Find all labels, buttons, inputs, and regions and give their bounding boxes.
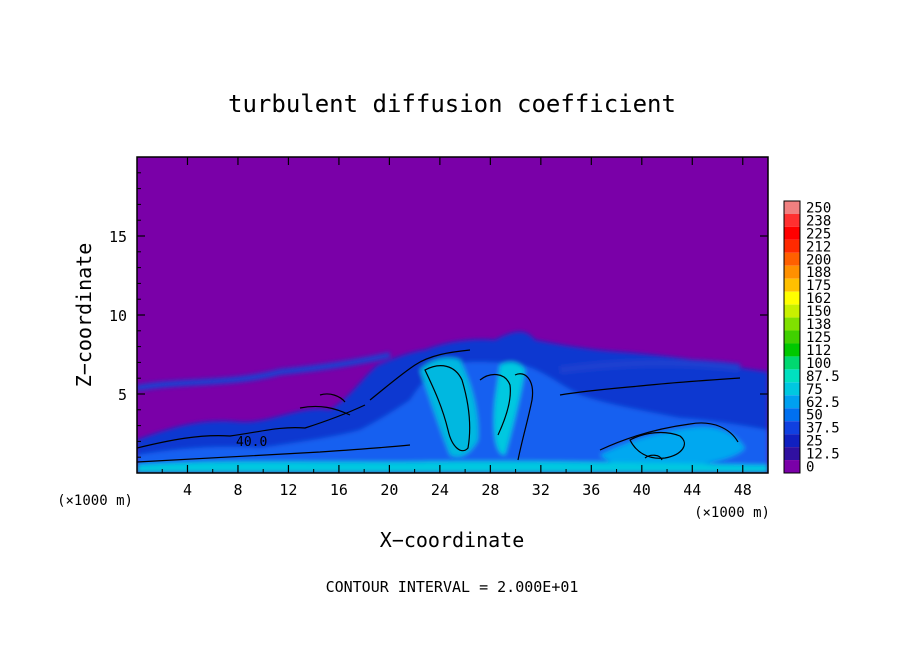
x-tick-label: 24 xyxy=(431,481,449,499)
colorbar-label: 125 xyxy=(806,330,831,346)
colorbar-label: 100 xyxy=(806,356,831,372)
colorbar-frame xyxy=(783,200,801,474)
y-tick-label: 5 xyxy=(118,386,127,404)
colorbar-swatch xyxy=(784,460,800,473)
colorbar-label: 200 xyxy=(806,252,831,268)
colorbar-label: 75 xyxy=(806,382,823,398)
colorbar-swatch xyxy=(784,395,800,409)
colorbar-swatch xyxy=(784,252,800,266)
y-tick-label: 15 xyxy=(109,228,127,246)
x-tick-label: 12 xyxy=(279,481,297,499)
colorbar-swatch xyxy=(784,369,800,383)
colorbar-label: 25 xyxy=(806,434,823,450)
colorbar-swatch xyxy=(784,213,800,227)
colorbar-label: 12.5 xyxy=(806,447,840,463)
colorbar-swatch xyxy=(784,201,800,214)
colorbar-swatch xyxy=(784,356,800,370)
colorbar-label: 87.5 xyxy=(806,369,840,385)
colorbar-label: 188 xyxy=(806,265,831,281)
colorbar-label: 225 xyxy=(806,226,831,242)
colorbar-label: 212 xyxy=(806,239,831,255)
colorbar-label: 0 xyxy=(806,460,814,476)
colorbar-label: 112 xyxy=(806,343,831,359)
colorbar-swatch xyxy=(784,408,800,422)
colorbar-swatch xyxy=(784,343,800,357)
colorbar-label: 62.5 xyxy=(806,395,840,411)
x-tick-label: 16 xyxy=(330,481,348,499)
colorbar-label: 138 xyxy=(806,317,831,333)
colorbar-swatch xyxy=(784,304,800,318)
colorbar-label: 175 xyxy=(806,278,831,294)
x-tick-label: 36 xyxy=(582,481,600,499)
colorbar: 2502382252122001881751621501381251121008… xyxy=(783,200,840,476)
contour-interval-footer: CONTOUR INTERVAL = 2.000E+01 xyxy=(326,578,579,596)
y-tick-label: 10 xyxy=(109,307,127,325)
x-unit-right: (×1000 m) xyxy=(694,505,770,521)
x-tick-label: 40 xyxy=(633,481,651,499)
colorbar-swatch xyxy=(784,278,800,292)
x-axis-label: X−coordinate xyxy=(380,528,525,552)
y-axis: 5 10 15 xyxy=(109,172,768,458)
x-tick-label: 28 xyxy=(481,481,499,499)
colorbar-label: 250 xyxy=(806,200,831,216)
colorbar-swatch xyxy=(784,291,800,305)
colorbar-label: 50 xyxy=(806,408,823,424)
colorbar-swatch xyxy=(784,317,800,331)
colorbar-label: 37.5 xyxy=(806,421,840,437)
colorbar-label: 150 xyxy=(806,304,831,320)
colorbar-swatch xyxy=(784,421,800,435)
x-tick-label: 20 xyxy=(380,481,398,499)
colorbar-swatch xyxy=(784,239,800,253)
colorbar-swatch xyxy=(784,330,800,344)
colorbar-label: 162 xyxy=(806,291,831,307)
colorbar-swatch xyxy=(784,434,800,448)
chart-title: turbulent diffusion coefficient xyxy=(228,90,676,118)
colorbar-swatch xyxy=(784,382,800,396)
x-tick-label: 4 xyxy=(183,481,192,499)
x-unit-left: (×1000 m) xyxy=(57,493,133,509)
heatmap-field xyxy=(137,157,768,473)
x-tick-label: 48 xyxy=(734,481,752,499)
y-axis-label: Z−coordinate xyxy=(72,243,96,388)
x-tick-label: 8 xyxy=(233,481,242,499)
colorbar-swatch xyxy=(784,265,800,279)
x-axis: 4 8 12 16 20 24 28 32 36 40 44 48 xyxy=(161,157,752,499)
colorbar-label: 238 xyxy=(806,213,831,229)
contour-label: 40.0 xyxy=(236,435,267,450)
colorbar-swatch xyxy=(784,226,800,240)
x-tick-label: 44 xyxy=(683,481,701,499)
colorbar-swatch xyxy=(784,447,800,461)
x-tick-label: 32 xyxy=(532,481,550,499)
